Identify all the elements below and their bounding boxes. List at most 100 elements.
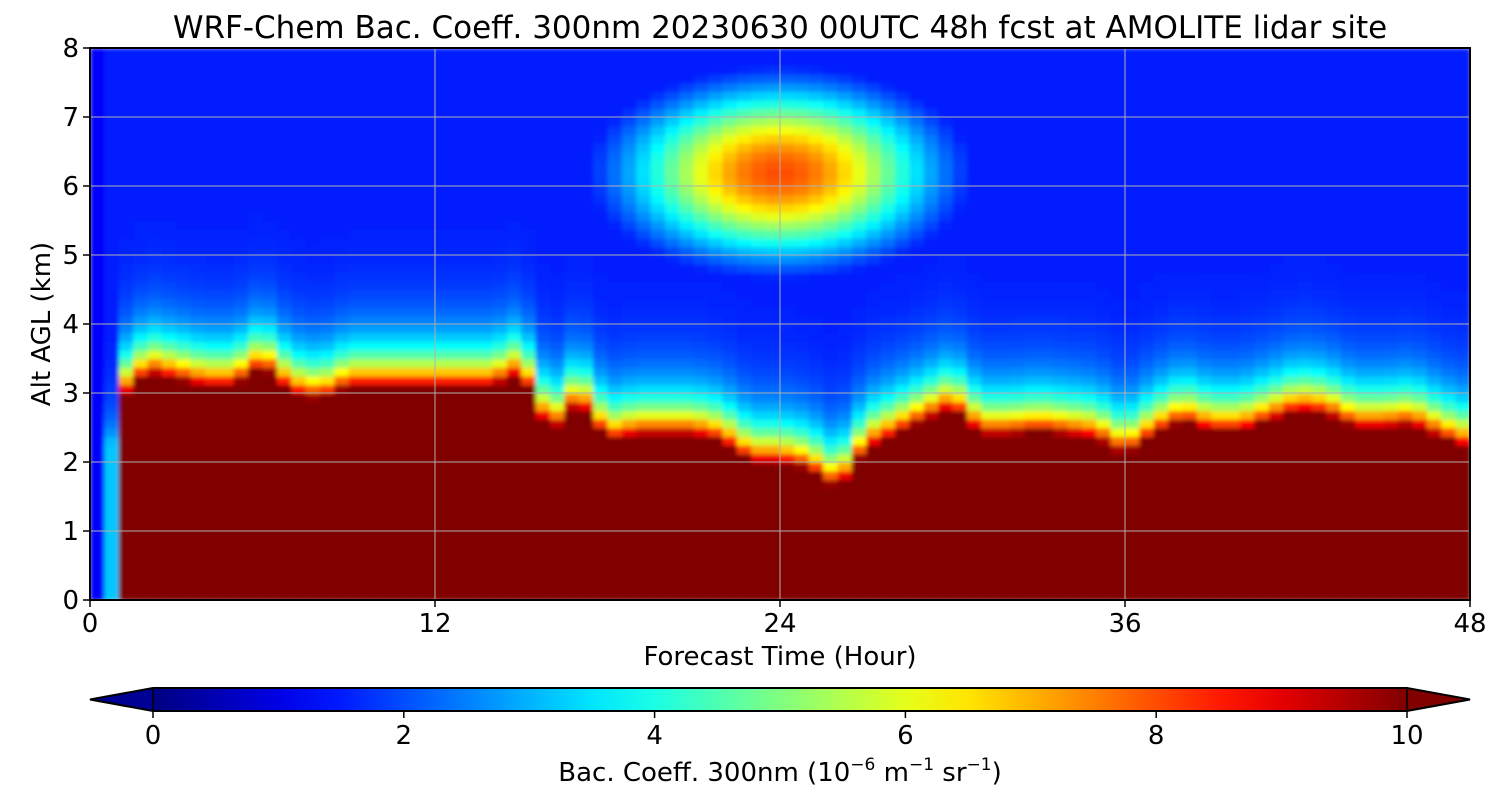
- heatmap-cell: [478, 73, 494, 84]
- heatmap-cell: [219, 99, 235, 110]
- heatmap-cell: [650, 272, 666, 282]
- heatmap-cell: [823, 401, 839, 412]
- heatmap-cell: [966, 349, 983, 360]
- heatmap-cell: [406, 246, 422, 256]
- heatmap-cell: [118, 582, 134, 593]
- heatmap-cell: [435, 194, 451, 205]
- heatmap-cell: [550, 341, 566, 351]
- heatmap-cell: [1196, 341, 1213, 351]
- heatmap-cell: [550, 531, 566, 541]
- heatmap-cell: [521, 565, 537, 575]
- heatmap-cell: [305, 531, 321, 541]
- heatmap-cell: [233, 401, 249, 412]
- heatmap-cell: [420, 375, 436, 386]
- heatmap-cell: [521, 315, 537, 325]
- heatmap-cell: [866, 48, 882, 58]
- heatmap-cell: [751, 591, 767, 600]
- heatmap-cell: [923, 496, 939, 506]
- heatmap-cell: [233, 522, 249, 532]
- heatmap-cell: [1053, 48, 1069, 58]
- heatmap-cell: [923, 401, 939, 412]
- heatmap-cell: [305, 186, 321, 196]
- heatmap-cell: [1182, 531, 1198, 541]
- heatmap-cell: [1125, 203, 1141, 213]
- heatmap-cell: [104, 427, 120, 437]
- heatmap-cell: [90, 574, 106, 584]
- heatmap-cell: [952, 220, 968, 230]
- heatmap-cell: [693, 556, 709, 567]
- heatmap-cell: [837, 341, 853, 351]
- heatmap-cell: [880, 591, 896, 600]
- heatmap-cell: [1038, 48, 1054, 58]
- heatmap-cell: [794, 418, 810, 429]
- heatmap-cell: [895, 289, 911, 299]
- heatmap-cell: [1139, 427, 1155, 437]
- heatmap-cell: [938, 582, 954, 593]
- heatmap-cell: [722, 263, 738, 274]
- heatmap-cell: [1067, 91, 1083, 101]
- heatmap-cell: [521, 367, 537, 377]
- heatmap-cell: [636, 462, 652, 472]
- heatmap-cell: [564, 142, 580, 153]
- heatmap-cell: [1110, 349, 1126, 360]
- heatmap-cell: [578, 229, 594, 239]
- heatmap-cell: [780, 237, 796, 248]
- heatmap-cell: [621, 255, 638, 265]
- heatmap-cell: [780, 418, 796, 429]
- heatmap-cell: [1081, 367, 1098, 377]
- heatmap-cell: [492, 324, 508, 334]
- heatmap-cell: [363, 177, 379, 187]
- heatmap-cell: [650, 401, 666, 412]
- heatmap-cell: [104, 324, 120, 334]
- heatmap-cell: [492, 220, 508, 230]
- heatmap-cell: [248, 505, 264, 515]
- heatmap-cell: [550, 384, 566, 394]
- heatmap-cell: [607, 125, 623, 136]
- heatmap-cell: [837, 298, 853, 308]
- heatmap-cell: [449, 444, 465, 455]
- heatmap-cell: [708, 289, 724, 299]
- heatmap-cell: [1024, 565, 1040, 575]
- heatmap-cell: [780, 539, 796, 550]
- heatmap-cell: [693, 160, 709, 170]
- heatmap-cell: [1010, 177, 1026, 187]
- heatmap-cell: [492, 591, 508, 600]
- heatmap-cell: [1139, 255, 1155, 265]
- heatmap-cell: [435, 522, 451, 532]
- heatmap-cell: [808, 341, 824, 351]
- heatmap-cell: [90, 272, 106, 282]
- heatmap-cell: [161, 298, 178, 308]
- heatmap-cell: [435, 341, 451, 351]
- heatmap-cell: [521, 401, 537, 412]
- heatmap-cell: [348, 453, 364, 463]
- heatmap-cell: [276, 393, 293, 403]
- heatmap-cell: [650, 151, 666, 161]
- heatmap-cell: [650, 565, 666, 575]
- heatmap-cell: [463, 531, 479, 541]
- heatmap-cell: [276, 470, 293, 481]
- heatmap-cell: [435, 548, 451, 558]
- heatmap-cell: [636, 125, 652, 136]
- heatmap-cell: [219, 117, 235, 127]
- heatmap-cell: [751, 177, 767, 187]
- heatmap-cell: [1081, 306, 1098, 317]
- heatmap-cell: [363, 255, 379, 265]
- heatmap-cell: [320, 427, 336, 437]
- heatmap-cell: [636, 272, 652, 282]
- heatmap-cell: [1096, 436, 1112, 446]
- heatmap-cell: [463, 272, 479, 282]
- heatmap-cell: [291, 289, 307, 299]
- heatmap-cell: [1053, 591, 1069, 600]
- heatmap-cell: [780, 332, 796, 343]
- heatmap-cell: [665, 220, 681, 230]
- heatmap-cell: [147, 289, 163, 299]
- heatmap-cell: [406, 237, 422, 248]
- heatmap-cell: [909, 324, 925, 334]
- heatmap-cell: [248, 315, 264, 325]
- heatmap-cell: [478, 427, 494, 437]
- heatmap-cell: [550, 298, 566, 308]
- heatmap-cell: [722, 384, 738, 394]
- heatmap-cell: [161, 125, 178, 136]
- heatmap-cell: [90, 99, 106, 110]
- heatmap-cell: [435, 73, 451, 84]
